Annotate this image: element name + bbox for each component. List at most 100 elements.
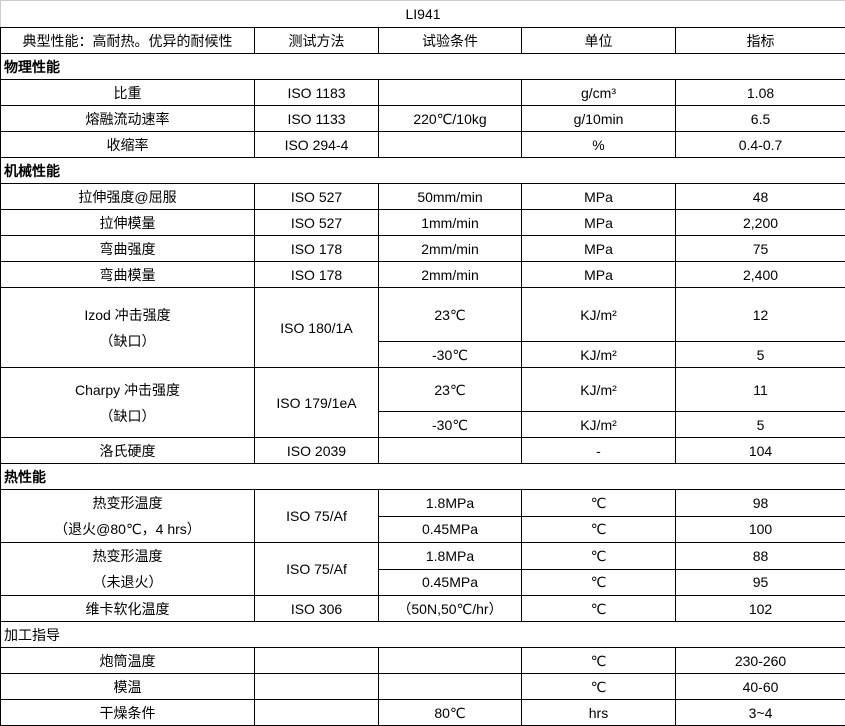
- method-cell: ISO 180/1A: [255, 288, 379, 368]
- title-row: LI941: [1, 1, 845, 28]
- condition-cell: [379, 674, 522, 700]
- property-cell: 弯曲模量: [1, 262, 255, 288]
- section-heading: 热性能: [1, 464, 845, 490]
- property-label: Izod 冲击强度: [3, 302, 252, 328]
- method-cell: [255, 700, 379, 726]
- property-cell: 洛氏硬度: [1, 438, 255, 464]
- section-row: 加工指导: [1, 622, 845, 648]
- unit-cell: g/10min: [522, 106, 676, 132]
- property-label: 拉伸模量: [3, 212, 252, 234]
- unit-cell: ℃: [522, 648, 676, 674]
- condition-cell: 2mm/min: [379, 236, 522, 262]
- property-label: （缺口）: [3, 328, 252, 354]
- unit-cell: MPa: [522, 184, 676, 210]
- property-cell: Izod 冲击强度（缺口）: [1, 288, 255, 368]
- unit-cell: ℃: [522, 569, 676, 596]
- condition-cell: 50mm/min: [379, 184, 522, 210]
- value-cell: 98: [676, 490, 845, 517]
- value-cell: 5: [676, 342, 845, 368]
- property-label: 炮筒温度: [3, 650, 252, 672]
- condition-cell: [379, 438, 522, 464]
- section-row: 物理性能: [1, 54, 845, 80]
- unit-cell: MPa: [522, 262, 676, 288]
- unit-cell: hrs: [522, 700, 676, 726]
- property-cell: 干燥条件: [1, 700, 255, 726]
- method-cell: ISO 306: [255, 596, 379, 622]
- unit-cell: KJ/m²: [522, 368, 676, 412]
- property-label: （未退火）: [3, 569, 252, 595]
- property-label: 热变形温度: [3, 490, 252, 516]
- value-cell: 88: [676, 543, 845, 570]
- value-cell: 48: [676, 184, 845, 210]
- condition-cell: （50N,50℃/hr）: [379, 596, 522, 622]
- condition-cell: [379, 80, 522, 106]
- value-cell: 95: [676, 569, 845, 596]
- condition-cell: 1.8MPa: [379, 490, 522, 517]
- property-label: （缺口）: [3, 403, 252, 429]
- value-cell: 5: [676, 412, 845, 438]
- property-label: 维卡软化温度: [3, 598, 252, 620]
- value-cell: 102: [676, 596, 845, 622]
- method-cell: ISO 75/Af: [255, 543, 379, 596]
- property-cell: 热变形温度（未退火）: [1, 543, 255, 596]
- property-label: 洛氏硬度: [3, 440, 252, 462]
- condition-cell: 23℃: [379, 368, 522, 412]
- method-cell: [255, 674, 379, 700]
- unit-cell: ℃: [522, 490, 676, 517]
- section-heading: 机械性能: [1, 158, 845, 184]
- value-cell: 6.5: [676, 106, 845, 132]
- condition-cell: -30℃: [379, 342, 522, 368]
- header-value: 指标: [676, 28, 845, 54]
- value-cell: 11: [676, 368, 845, 412]
- method-cell: ISO 527: [255, 184, 379, 210]
- condition-cell: 220℃/10kg: [379, 106, 522, 132]
- unit-cell: KJ/m²: [522, 412, 676, 438]
- method-cell: ISO 527: [255, 210, 379, 236]
- property-label: 比重: [3, 82, 252, 104]
- property-label: 干燥条件: [3, 702, 252, 724]
- value-cell: 3~4: [676, 700, 845, 726]
- condition-cell: 23℃: [379, 288, 522, 342]
- condition-cell: 2mm/min: [379, 262, 522, 288]
- condition-cell: 1mm/min: [379, 210, 522, 236]
- property-label: Charpy 冲击强度: [3, 377, 252, 403]
- unit-cell: MPa: [522, 236, 676, 262]
- section-row: 热性能: [1, 464, 845, 490]
- method-cell: ISO 178: [255, 262, 379, 288]
- method-cell: ISO 75/Af: [255, 490, 379, 543]
- unit-cell: MPa: [522, 210, 676, 236]
- condition-cell: 0.45MPa: [379, 569, 522, 596]
- property-label: 拉伸强度@屈服: [3, 186, 252, 208]
- unit-cell: ℃: [522, 516, 676, 543]
- section-row: 机械性能: [1, 158, 845, 184]
- property-label: 弯曲强度: [3, 238, 252, 260]
- header-row: 典型性能：高耐热。优异的耐候性 测试方法 试验条件 单位 指标: [1, 28, 845, 54]
- unit-cell: ℃: [522, 596, 676, 622]
- property-cell: 模温: [1, 674, 255, 700]
- property-cell: 热变形温度（退火@80℃，4 hrs）: [1, 490, 255, 543]
- header-property: 典型性能：高耐热。优异的耐候性: [1, 28, 255, 54]
- condition-cell: [379, 132, 522, 158]
- method-cell: ISO 178: [255, 236, 379, 262]
- condition-cell: 0.45MPa: [379, 516, 522, 543]
- property-cell: Charpy 冲击强度（缺口）: [1, 368, 255, 438]
- unit-cell: %: [522, 132, 676, 158]
- value-cell: 0.4-0.7: [676, 132, 845, 158]
- property-label: （退火@80℃，4 hrs）: [3, 516, 252, 542]
- unit-cell: g/cm³: [522, 80, 676, 106]
- method-cell: ISO 1133: [255, 106, 379, 132]
- condition-cell: -30℃: [379, 412, 522, 438]
- method-cell: ISO 2039: [255, 438, 379, 464]
